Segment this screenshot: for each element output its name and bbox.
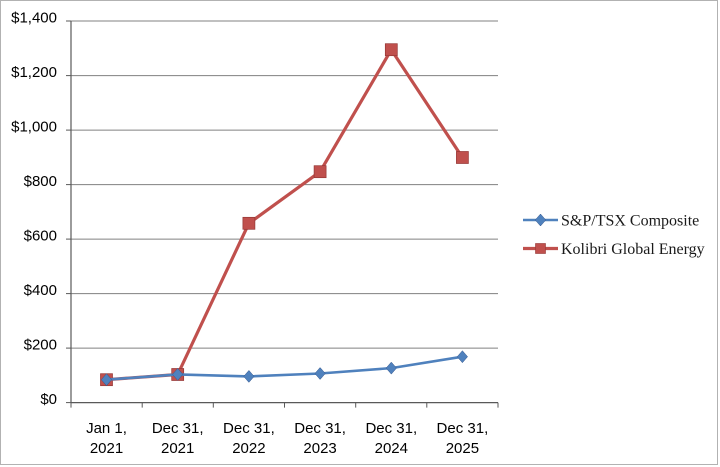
svg-text:Dec 31,: Dec 31, — [294, 420, 346, 437]
svg-text:$1,400: $1,400 — [11, 10, 57, 27]
svg-text:Jan 1,: Jan 1, — [86, 420, 127, 437]
svg-text:$200: $200 — [24, 337, 57, 354]
svg-text:Dec 31,: Dec 31, — [437, 420, 489, 437]
svg-text:$1,200: $1,200 — [11, 64, 57, 81]
svg-text:Dec 31,: Dec 31, — [152, 420, 204, 437]
svg-text:Kolibri Global Energy: Kolibri Global Energy — [561, 241, 705, 258]
svg-text:$600: $600 — [24, 228, 57, 245]
svg-text:2024: 2024 — [375, 440, 408, 457]
svg-text:$800: $800 — [24, 173, 57, 190]
svg-text:2025: 2025 — [446, 440, 479, 457]
svg-text:2022: 2022 — [232, 440, 265, 457]
svg-text:Dec 31,: Dec 31, — [365, 420, 417, 437]
svg-text:$400: $400 — [24, 282, 57, 299]
svg-text:2021: 2021 — [161, 440, 194, 457]
svg-text:S&P/TSX Composite: S&P/TSX Composite — [561, 213, 699, 230]
svg-text:$0: $0 — [40, 391, 57, 408]
svg-text:Dec 31,: Dec 31, — [223, 420, 275, 437]
svg-text:$1,000: $1,000 — [11, 119, 57, 136]
svg-text:2023: 2023 — [303, 440, 336, 457]
svg-text:2021: 2021 — [90, 440, 123, 457]
